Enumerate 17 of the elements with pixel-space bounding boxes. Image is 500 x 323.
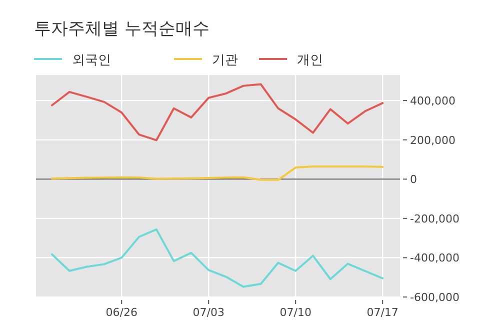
legend-label: 외국인 xyxy=(72,53,111,68)
legend-label: 기관 xyxy=(212,53,238,68)
y-tick-label: 0 xyxy=(410,173,417,186)
line-series xyxy=(51,83,384,142)
y-tick-label: -200,000 xyxy=(410,212,460,226)
x-tick-label: 07/10 xyxy=(280,306,312,319)
y-tick-label: 200,000 xyxy=(410,134,456,147)
y-tick-label: -400,000 xyxy=(410,252,460,265)
x-tick-label: 07/17 xyxy=(366,306,398,319)
x-tick-label: 07/03 xyxy=(192,306,224,319)
legend-label: 개인 xyxy=(297,53,323,68)
y-tick-label: -600,000 xyxy=(410,291,460,304)
line-series xyxy=(51,228,384,288)
chart-title: 투자주체별 누적순매수 xyxy=(34,19,210,39)
x-tick-label: 06/26 xyxy=(106,306,138,319)
line-series xyxy=(51,166,384,181)
y-tick-label: 400,000 xyxy=(410,94,456,108)
